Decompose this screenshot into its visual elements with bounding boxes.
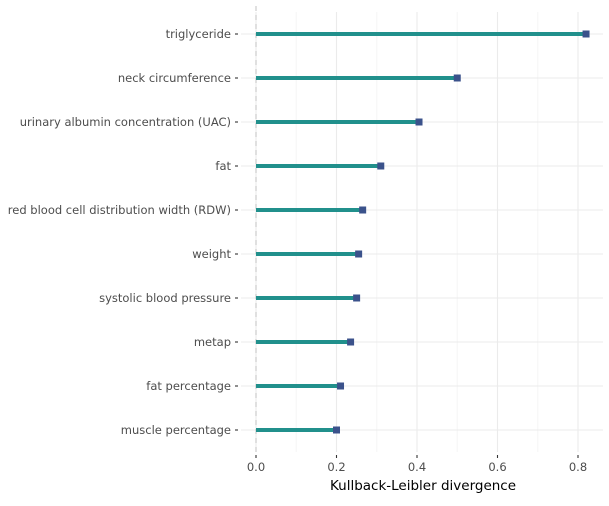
lollipop-marker (377, 162, 385, 170)
x-tick-label: 0.2 (327, 460, 345, 474)
y-axis: triglyceride neck circumference urinary al… (8, 27, 238, 437)
lollipop-marker (337, 382, 345, 390)
x-axis-title: Kullback-Leibler divergence (330, 478, 516, 494)
y-tick-label: muscle percentage (121, 423, 231, 437)
lollipop-marker (453, 74, 461, 82)
lollipop-marker (347, 338, 355, 346)
lollipop-marker (355, 250, 363, 258)
x-tick-label: 0.0 (247, 460, 265, 474)
x-tick-label: 0.4 (408, 460, 426, 474)
bar-layer (256, 30, 590, 434)
y-tick-label: red blood cell distribution width (RDW) (8, 203, 231, 217)
x-tick-label: 0.8 (569, 460, 587, 474)
x-axis: 0.0 0.2 0.4 0.6 0.8 (247, 455, 587, 474)
y-tick-label: neck circumference (118, 71, 231, 85)
y-tick-label: triglyceride (166, 27, 231, 41)
lollipop-marker (359, 206, 367, 214)
y-tick-label: urinary albumin concentration (UAC) (20, 115, 231, 129)
lollipop-marker (582, 30, 590, 38)
lollipop-marker (415, 118, 423, 126)
y-tick-label: metap (194, 335, 231, 349)
y-tick-label: fat (215, 159, 231, 173)
y-tick-label: weight (192, 247, 231, 261)
lollipop-marker (353, 294, 361, 302)
y-tick-label: fat percentage (146, 379, 231, 393)
y-tick-label: systolic blood pressure (99, 291, 231, 305)
lollipop-marker (333, 426, 340, 434)
x-tick-label: 0.6 (488, 460, 506, 474)
